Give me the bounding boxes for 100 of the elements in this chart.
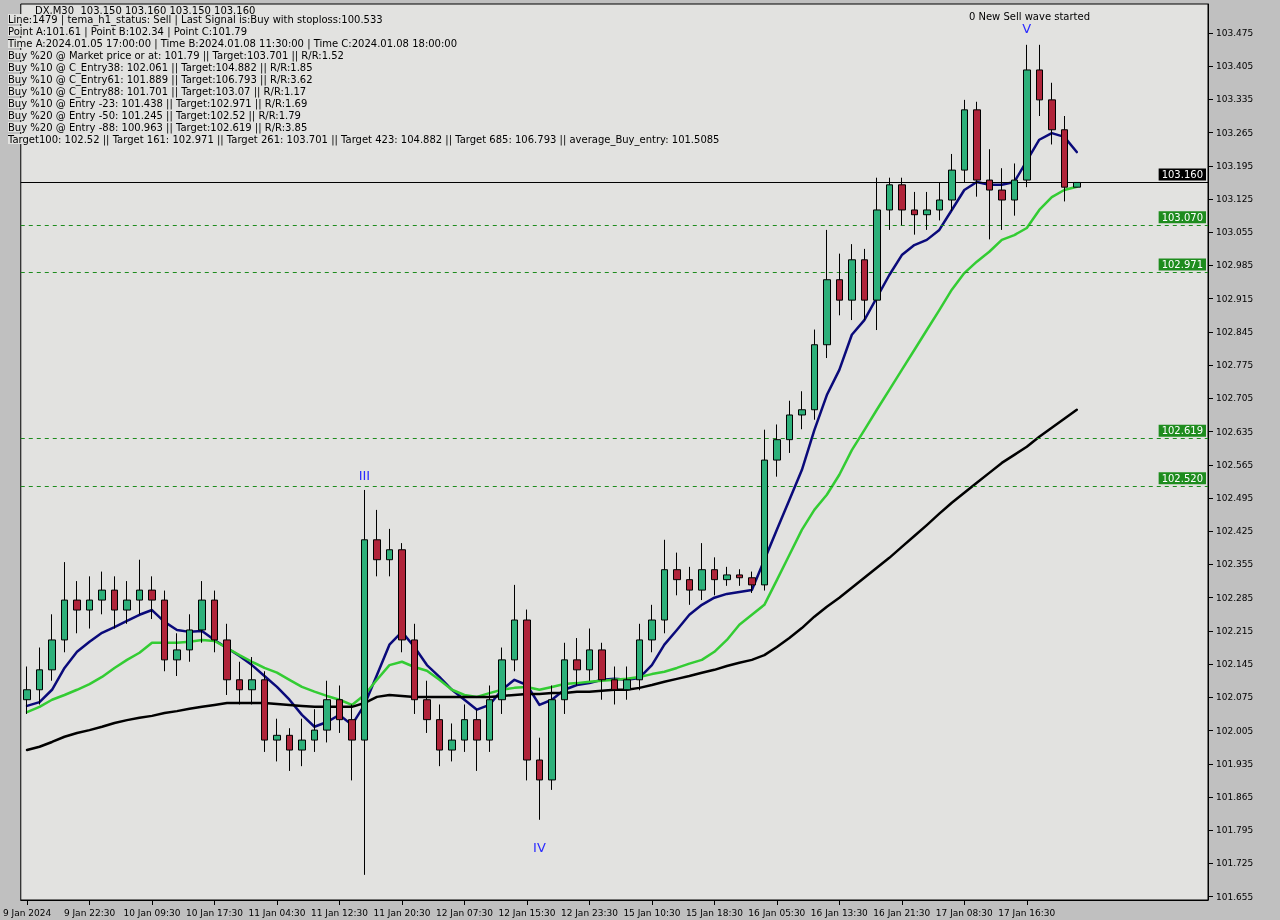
- candlestick: [48, 613, 56, 682]
- chart-title: DX,M30 103.150 103.160 103.150 103.160: [35, 4, 256, 16]
- candlestick: [848, 243, 856, 321]
- candlestick: [761, 429, 768, 592]
- candlestick: [911, 191, 918, 236]
- x-tick-label: 12 Jan 07:30: [435, 907, 494, 918]
- annotation: III: [358, 468, 371, 484]
- annotation: V: [1022, 21, 1032, 37]
- annotation: Buy %20 @ Market price or at: 101.79 || Target:103.701 || R/R:1.52: [8, 49, 344, 62]
- y-tick-label: 101.795: [1216, 825, 1254, 836]
- x-tick-label: 15 Jan 10:30: [623, 907, 681, 918]
- x-tick-label: 16 Jan 13:30: [810, 907, 869, 918]
- candlestick: [1048, 82, 1056, 145]
- y-tick-label: 102.845: [1216, 326, 1254, 337]
- y-tick-label: 102.775: [1216, 360, 1254, 371]
- y-tick-label: 102.285: [1216, 592, 1254, 603]
- candlestick: [161, 590, 168, 672]
- ref-line-label: 103.070: [1161, 211, 1203, 223]
- x-tick-label: 10 Jan 17:30: [185, 907, 244, 918]
- y-tick-label: 102.985: [1216, 260, 1254, 271]
- candlestick: [136, 559, 143, 615]
- candlestick: [198, 580, 206, 644]
- candlestick: [98, 571, 106, 615]
- x-tick-label: 15 Jan 18:30: [685, 907, 744, 918]
- candlestick: [573, 637, 581, 686]
- candlestick: [461, 703, 468, 753]
- x-tick-label: 16 Jan 05:30: [748, 907, 806, 918]
- y-tick-label: 102.635: [1216, 426, 1254, 437]
- candlestick: [586, 628, 593, 682]
- candlestick: [698, 542, 706, 601]
- candlestick: [836, 253, 843, 316]
- annotation: Point A:101.61 | Point B:102.34 | Point C:101.79: [8, 25, 248, 38]
- y-tick-label: 102.425: [1216, 526, 1254, 537]
- y-tick-label: 103.265: [1216, 127, 1254, 138]
- y-tick-label: 103.335: [1216, 94, 1254, 105]
- annotation: Buy %10 @ C_Entry61: 101.889 || Target:106.793 || R/R:3.62: [8, 73, 313, 86]
- y-tick-label: 102.915: [1216, 293, 1254, 304]
- x-tick-label: 9 Jan 2024: [2, 907, 52, 918]
- candlestick: [73, 580, 81, 634]
- candlestick: [173, 632, 181, 677]
- candlestick: [648, 604, 656, 653]
- candlestick: [411, 623, 418, 715]
- candlestick: [611, 666, 618, 705]
- candlestick: [598, 642, 606, 701]
- y-tick-label: 102.145: [1216, 659, 1254, 670]
- y-tick-label: 102.565: [1216, 459, 1254, 470]
- candlestick: [23, 666, 31, 715]
- y-tick-label: 101.725: [1216, 858, 1254, 869]
- candlestick: [686, 566, 693, 606]
- candlestick: [86, 575, 93, 630]
- candlestick: [273, 718, 281, 762]
- candlestick: [923, 191, 931, 231]
- x-tick-label: 17 Jan 16:30: [998, 907, 1056, 918]
- annotation: Buy %10 @ Entry -23: 101.438 || Target:102.971 || R/R:1.69: [8, 97, 308, 110]
- candlestick: [536, 737, 543, 821]
- ref-line-label: 102.520: [1161, 472, 1203, 484]
- candlestick: [661, 539, 668, 634]
- annotation: Target100: 102.52 || Target 161: 102.971 || Target 261: 103.701 || Target 423: 104.882 || Target 685: 106.793 || average_Buy_entry: 101.5085: [7, 133, 720, 146]
- candlestick: [511, 584, 518, 672]
- candlestick: [723, 566, 731, 587]
- candlestick: [786, 400, 793, 454]
- x-tick-label: 12 Jan 15:30: [498, 907, 556, 918]
- y-tick-label: 102.705: [1216, 393, 1254, 404]
- y-tick-label: 101.935: [1216, 758, 1254, 769]
- annotation: Buy %20 @ Entry -88: 100.963 || Target:102.619 || R/R:3.85: [8, 121, 308, 134]
- candlestick: [398, 542, 406, 653]
- candlestick: [736, 568, 743, 587]
- x-tick-label: 11 Jan 12:30: [310, 907, 369, 918]
- candlestick: [36, 647, 43, 705]
- candlestick: [1036, 44, 1043, 117]
- annotation: Time A:2024.01.05 17:00:00 | Time B:2024.01.08 11:30:00 | Time C:2024.01.08 18:00:00: [7, 37, 458, 50]
- x-tick-label: 12 Jan 23:30: [560, 907, 619, 918]
- annotation: Line:1479 | tema_h1_status: Sell | Last Signal is:Buy with stoploss:100.533: [8, 13, 383, 26]
- candlestick: [861, 248, 868, 321]
- candlestick: [248, 656, 256, 705]
- candlestick: [498, 647, 506, 715]
- candlestick: [423, 680, 431, 734]
- y-tick-label: 103.405: [1216, 61, 1254, 72]
- text: 0 New Sell wave started: [968, 10, 1091, 22]
- ref-line-label: 102.971: [1161, 259, 1203, 271]
- candlestick: [211, 590, 218, 653]
- candlestick: [336, 684, 343, 734]
- candlestick: [711, 556, 718, 596]
- y-tick-label: 101.655: [1216, 891, 1254, 902]
- candlestick: [673, 552, 681, 596]
- candlestick: [386, 528, 393, 577]
- y-tick-label: 102.075: [1216, 692, 1254, 703]
- candlestick: [111, 575, 118, 630]
- y-tick-label: 102.005: [1216, 725, 1254, 736]
- candlestick: [436, 703, 443, 767]
- candlestick: [748, 571, 756, 594]
- candlestick: [473, 708, 481, 772]
- candlestick: [236, 661, 243, 705]
- annotation: Buy %20 @ Entry -50: 101.245 || Target:102.52 || R/R:1.79: [8, 109, 301, 122]
- candlestick: [636, 623, 643, 691]
- y-tick-label: 101.865: [1216, 792, 1254, 803]
- candlestick: [61, 561, 68, 653]
- x-tick-label: 11 Jan 20:30: [373, 907, 431, 918]
- candlestick: [623, 666, 631, 701]
- candlestick: [223, 623, 231, 696]
